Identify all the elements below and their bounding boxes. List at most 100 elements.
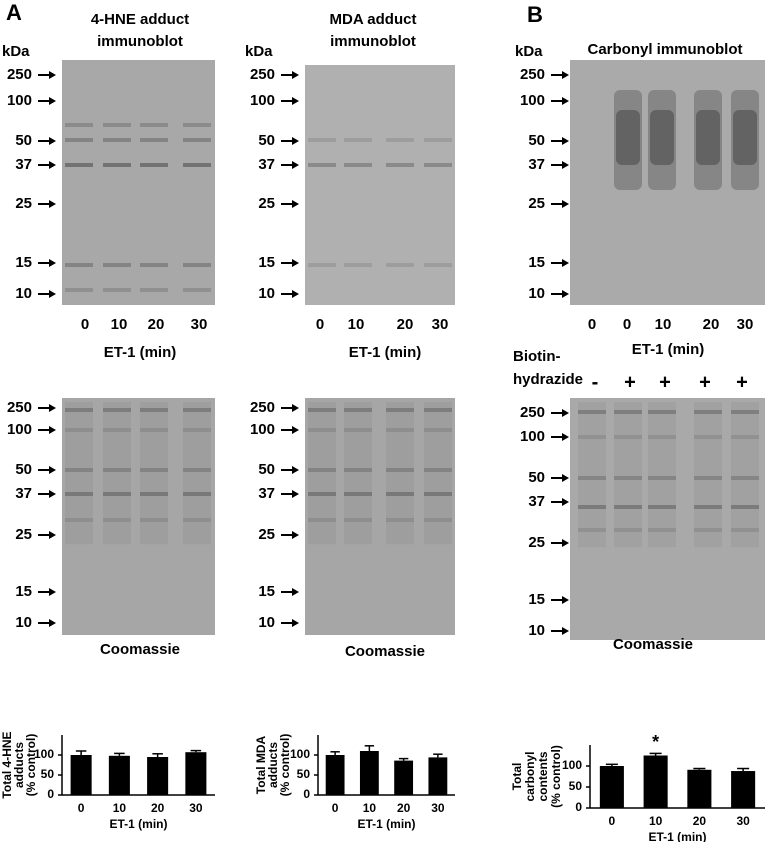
- band: [103, 518, 131, 522]
- bar: [687, 769, 712, 808]
- band: [578, 410, 606, 414]
- marker-arrow-head: [292, 200, 299, 208]
- x-tick-label: 10: [649, 814, 663, 828]
- treatment-sign: +: [659, 371, 671, 393]
- caption: Coomassie: [613, 636, 693, 653]
- band: [578, 435, 606, 439]
- marker-label: 25: [258, 526, 275, 543]
- x-tick-label: 10: [113, 801, 127, 815]
- x-tick-label: 10: [363, 801, 377, 815]
- band: [65, 263, 93, 267]
- bar: [325, 755, 345, 795]
- marker-arrow-head: [292, 259, 299, 267]
- marker-label: 50: [528, 469, 545, 486]
- lane: [65, 402, 93, 545]
- band: [183, 288, 211, 292]
- band: [183, 492, 211, 496]
- marker-arrow-head: [49, 137, 56, 145]
- band: [424, 468, 452, 472]
- marker-arrow-head: [292, 490, 299, 498]
- marker-arrow-head: [49, 466, 56, 474]
- marker-label: 10: [528, 622, 545, 639]
- band: [731, 410, 759, 414]
- blot: [570, 60, 765, 305]
- band: [103, 263, 131, 267]
- marker-arrow-head: [292, 290, 299, 298]
- band: [694, 476, 722, 480]
- lane-label: 20: [397, 316, 414, 333]
- marker-label: 37: [528, 156, 545, 173]
- bar: [108, 755, 130, 795]
- marker-arrow-head: [562, 200, 569, 208]
- marker-label: 100: [520, 92, 545, 109]
- marker-label: 37: [15, 156, 32, 173]
- marker-label: 250: [520, 404, 545, 421]
- marker-label: 250: [7, 66, 32, 83]
- band: [344, 408, 372, 412]
- blot-title: MDA adduct: [330, 11, 417, 28]
- band: [103, 468, 131, 472]
- marker-label: 100: [520, 428, 545, 445]
- band: [65, 492, 93, 496]
- y-label: contents: [536, 751, 550, 801]
- marker-label: 25: [15, 195, 32, 212]
- marker-label: 50: [258, 461, 275, 478]
- y-label: Total MDA: [254, 735, 268, 794]
- band: [308, 138, 336, 142]
- bar: [731, 771, 756, 808]
- band: [648, 505, 676, 509]
- band: [578, 476, 606, 480]
- marker-label: 25: [528, 534, 545, 551]
- x-label: ET-1 (min): [357, 817, 415, 831]
- band: [614, 435, 642, 439]
- band: [65, 288, 93, 292]
- marker-label: 10: [258, 614, 275, 631]
- marker-label: 10: [15, 285, 32, 302]
- marker-arrow-head: [292, 588, 299, 596]
- x-tick-label: 0: [609, 814, 616, 828]
- marker-arrow-head: [49, 290, 56, 298]
- lane-label: 30: [737, 316, 754, 333]
- band: [140, 163, 168, 167]
- band: [424, 163, 452, 167]
- x-label: ET-1 (min): [109, 817, 167, 831]
- lane-label: 0: [316, 316, 324, 333]
- band: [424, 263, 452, 267]
- y-tick-label: 50: [569, 779, 583, 793]
- marker-arrow-head: [49, 200, 56, 208]
- band: [308, 492, 336, 496]
- band: [65, 468, 93, 472]
- band: [694, 435, 722, 439]
- lane-label: 10: [348, 316, 365, 333]
- smear: [696, 110, 720, 165]
- lane: [344, 402, 372, 545]
- band: [386, 138, 414, 142]
- band: [648, 476, 676, 480]
- marker-label: 50: [15, 132, 32, 149]
- y-tick-label: 0: [303, 787, 310, 801]
- band: [386, 263, 414, 267]
- band: [614, 528, 642, 532]
- band: [308, 468, 336, 472]
- band: [648, 528, 676, 532]
- blot: [62, 398, 215, 635]
- bar: [643, 755, 668, 808]
- band: [648, 435, 676, 439]
- treatment-label: Biotin-: [513, 348, 560, 365]
- lane: [424, 402, 452, 545]
- x-label: ET-1 (min): [632, 341, 705, 358]
- marker-label: 10: [528, 285, 545, 302]
- band: [424, 518, 452, 522]
- marker-label: 37: [528, 493, 545, 510]
- marker-label: 25: [258, 195, 275, 212]
- smear: [614, 90, 642, 190]
- band: [424, 408, 452, 412]
- y-tick-label: 50: [297, 767, 311, 781]
- blot: [62, 60, 215, 305]
- band: [140, 123, 168, 127]
- y-label: Total: [510, 763, 524, 791]
- band: [614, 476, 642, 480]
- smear: [731, 90, 759, 190]
- marker-label: 10: [15, 614, 32, 631]
